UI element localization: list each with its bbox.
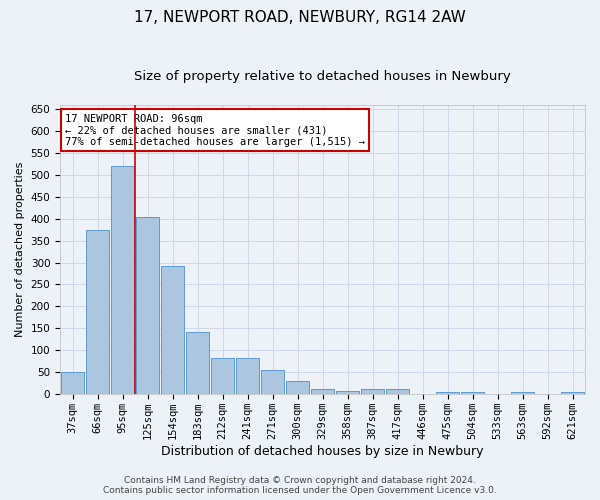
Bar bbox=[261, 370, 284, 394]
Bar bbox=[136, 218, 159, 394]
Bar bbox=[461, 392, 484, 394]
Bar bbox=[236, 358, 259, 394]
Bar bbox=[111, 166, 134, 394]
Bar bbox=[336, 390, 359, 394]
Bar bbox=[86, 230, 109, 394]
Text: 17 NEWPORT ROAD: 96sqm
← 22% of detached houses are smaller (431)
77% of semi-de: 17 NEWPORT ROAD: 96sqm ← 22% of detached… bbox=[65, 114, 365, 147]
Bar bbox=[186, 332, 209, 394]
Title: Size of property relative to detached houses in Newbury: Size of property relative to detached ho… bbox=[134, 70, 511, 83]
Bar bbox=[61, 372, 84, 394]
Bar bbox=[561, 392, 584, 394]
Y-axis label: Number of detached properties: Number of detached properties bbox=[15, 162, 25, 337]
Bar bbox=[211, 358, 234, 394]
Bar bbox=[511, 392, 534, 394]
Text: Contains HM Land Registry data © Crown copyright and database right 2024.
Contai: Contains HM Land Registry data © Crown c… bbox=[103, 476, 497, 495]
Bar bbox=[361, 390, 384, 394]
Bar bbox=[386, 390, 409, 394]
Bar bbox=[161, 266, 184, 394]
Text: 17, NEWPORT ROAD, NEWBURY, RG14 2AW: 17, NEWPORT ROAD, NEWBURY, RG14 2AW bbox=[134, 10, 466, 25]
Bar bbox=[311, 390, 334, 394]
X-axis label: Distribution of detached houses by size in Newbury: Distribution of detached houses by size … bbox=[161, 444, 484, 458]
Bar bbox=[286, 380, 309, 394]
Bar bbox=[436, 392, 459, 394]
